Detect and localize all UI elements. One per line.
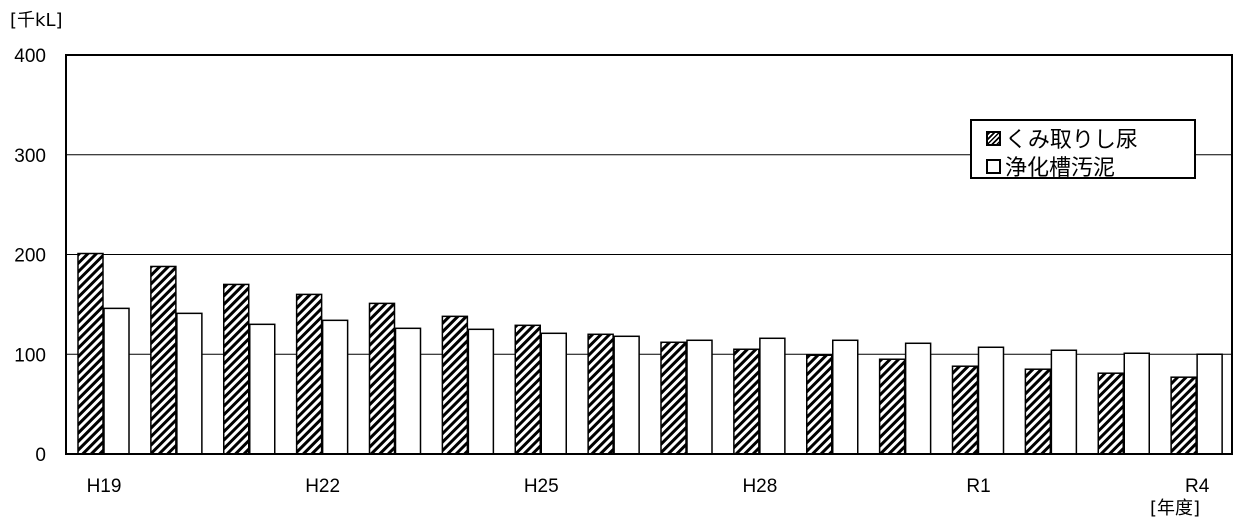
- legend-label-kumitori: くみ取りし尿: [1005, 128, 1138, 153]
- bar-johkaso-H22: [321, 319, 349, 455]
- bar-kumitori-H24: [441, 315, 469, 455]
- y-tick-label: 300: [14, 146, 46, 167]
- bar-johkaso-H19: [103, 307, 130, 455]
- bar-johkaso-H28: [759, 337, 786, 455]
- x-tick-label: H25: [524, 476, 559, 497]
- bar-kumitori-H26: [587, 333, 614, 455]
- bar-johkaso-H21: [249, 323, 276, 455]
- bar-johkaso-H26: [613, 335, 640, 455]
- bar-kumitori-R3: [1097, 372, 1124, 455]
- plot-area-border: [65, 54, 1233, 455]
- bar-kumitori-H28: [733, 348, 760, 455]
- x-tick-label: R4: [1185, 476, 1210, 497]
- bar-kumitori-R4: [1170, 376, 1197, 455]
- axis-labels: 0 100 200 300 400 H19 H22 H25 H28 R1 R4: [14, 46, 1209, 497]
- x-tick-label: H22: [305, 476, 340, 497]
- y-tick-label: 0: [35, 445, 46, 466]
- bar-kumitori-H19: [77, 252, 104, 455]
- bars: [77, 252, 1223, 455]
- x-tick-label: H19: [87, 476, 122, 497]
- x-axis-unit-label: [年度]: [1150, 498, 1201, 519]
- bar-kumitori-H23: [368, 302, 396, 455]
- bar-johkaso-R4: [1196, 353, 1223, 455]
- bar-johkaso-R3: [1123, 352, 1150, 455]
- bar-johkaso-H25: [540, 332, 567, 455]
- legend: くみ取りし尿 浄化槽汚泥: [970, 119, 1196, 181]
- x-tick-label: R1: [966, 476, 990, 497]
- y-tick-label: 100: [14, 345, 46, 366]
- bar-johkaso-H23: [394, 327, 422, 455]
- bar-kumitori-R1: [951, 365, 979, 455]
- y-axis-unit-label: [千kL]: [10, 10, 63, 31]
- bar-johkaso-H24: [467, 328, 495, 455]
- bar-johkaso-H30: [904, 342, 932, 455]
- bar-johkaso-R2: [1050, 349, 1078, 455]
- bar-kumitori-H21: [223, 283, 250, 455]
- bar-kumitori-H25: [514, 324, 541, 455]
- bar-kumitori-H27: [660, 341, 687, 455]
- bar-johkaso-H29: [832, 339, 859, 455]
- legend-label-johkaso: 浄化槽汚泥: [1005, 156, 1116, 181]
- legend-swatch-hatched: [986, 130, 1001, 146]
- bar-kumitori-H22: [295, 293, 323, 455]
- legend-item-kumitori: くみ取りし尿: [986, 124, 1138, 153]
- bar-johkaso-H20: [176, 312, 203, 455]
- bar-johkaso-R1: [977, 346, 1005, 455]
- y-tick-label: 200: [14, 246, 46, 267]
- legend-item-johkaso: 浄化槽汚泥: [986, 152, 1116, 181]
- bar-johkaso-H27: [686, 339, 713, 455]
- bar-kumitori-R2: [1024, 368, 1052, 455]
- bar-kumitori-H20: [150, 265, 177, 455]
- x-tick-label: H28: [742, 476, 777, 497]
- legend-swatch-white: [986, 158, 1001, 174]
- bar-kumitori-H30: [878, 358, 906, 455]
- y-tick-label: 400: [14, 46, 46, 67]
- bar-kumitori-H29: [806, 354, 833, 455]
